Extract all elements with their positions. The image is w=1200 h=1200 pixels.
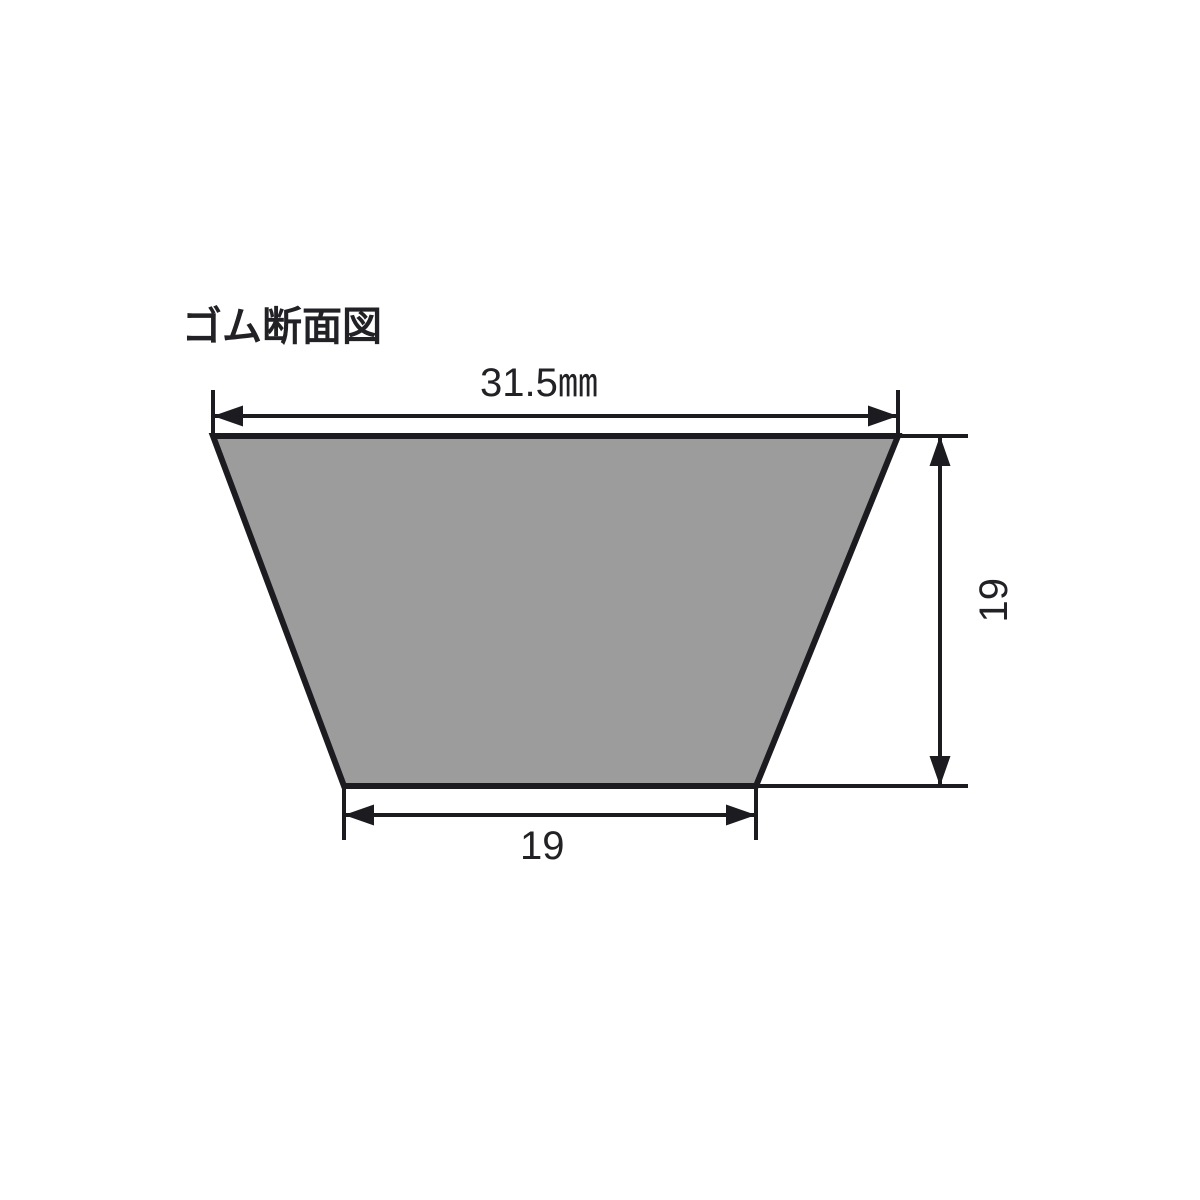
- dim-bottom-label: 19: [520, 824, 565, 869]
- dimension-line: [930, 436, 951, 786]
- cross-section-svg: [0, 0, 1200, 1200]
- dim-top-label: 31.5㎜: [480, 350, 598, 408]
- dim-height-label: 19: [972, 578, 1017, 623]
- dimension-line: [213, 406, 898, 427]
- diagram-stage: ゴム断面図 31.5㎜ 19 19: [0, 0, 1200, 1200]
- dimension-line: [344, 805, 756, 826]
- diagram-title: ゴム断面図: [182, 294, 382, 352]
- trapezoid-shape: [213, 436, 898, 786]
